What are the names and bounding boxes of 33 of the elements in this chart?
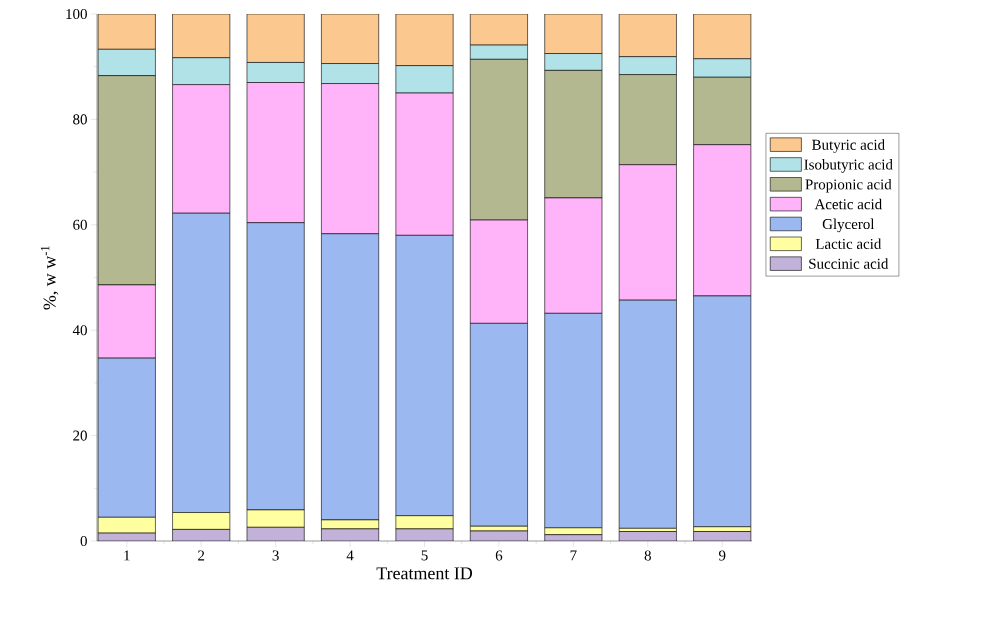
x-tick-label: 6 [495,550,503,561]
y-tick-label: 0 [80,535,87,547]
x-tick-label: 8 [644,550,651,561]
x-tick-label: 5 [421,550,428,561]
bar [246,13,305,63]
legend-label: Acetic acid [814,198,882,210]
y-tick-label: 100 [66,8,87,20]
bar [97,13,156,50]
x-tick-label: 9 [718,550,726,561]
bar [544,13,603,54]
bar [172,13,231,59]
bar [469,13,528,46]
x-axis-title: Treatment ID [376,567,473,580]
y-tick-label: 80 [73,114,87,125]
legend-label: Isobutyric acid [804,159,893,173]
bar [693,13,752,60]
x-tick-label: 2 [198,550,205,561]
bar [395,13,454,66]
legend-label: Succinic acid [809,258,889,269]
legend-label: Butyric acid [812,139,885,153]
legend-label: Lactic acid [815,238,882,249]
x-tick-label: 7 [570,550,577,561]
y-axis-title: %, w w$^{-1}$ [40,246,59,310]
x-tick-label: 4 [346,550,354,561]
y-tick-label: 40 [72,325,87,336]
bar [618,13,677,57]
legend-label: Glycerol [822,218,875,233]
legend-label: Propionic acid [805,178,892,193]
x-tick-label: 3 [272,550,279,561]
y-tick-label: 20 [73,430,87,441]
y-tick-label: 60 [73,219,87,230]
x-tick-label: 1 [124,550,130,561]
bar [321,13,380,64]
